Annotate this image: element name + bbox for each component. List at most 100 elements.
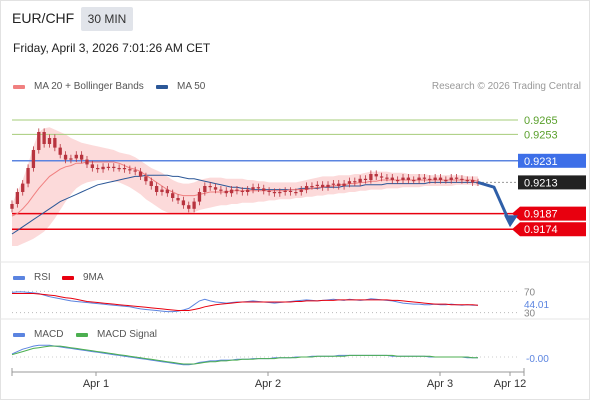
candle-body — [176, 198, 180, 201]
candle-body — [406, 177, 411, 180]
resistance-label: 0.9265 — [524, 115, 558, 127]
candle-body — [390, 177, 394, 180]
current-price-label: 0.9213 — [524, 177, 558, 189]
macd-swatch — [13, 332, 25, 337]
candle-body — [160, 189, 164, 192]
legend-macd-signal-label: MACD Signal — [97, 329, 158, 340]
support-label: 0.9174 — [524, 224, 558, 236]
candle-body — [347, 181, 352, 184]
resistance-label: 0.9253 — [524, 129, 558, 141]
candle-body — [53, 138, 57, 148]
candle-body — [428, 178, 432, 180]
legend-macd: MACD — [13, 329, 63, 340]
candle-body — [85, 159, 89, 165]
candle-body — [47, 138, 52, 144]
candle-body — [31, 150, 36, 168]
candle-body — [112, 166, 116, 168]
candle-body — [449, 177, 453, 180]
macd-line — [11, 344, 478, 366]
candle-body — [412, 180, 416, 182]
candle-body — [74, 154, 78, 159]
timeframe-badge[interactable]: 30 MIN — [81, 7, 133, 31]
x-tick-label: Apr 2 — [255, 378, 281, 390]
candle-body — [203, 186, 207, 192]
timestamp: Friday, April 3, 2026 7:01:26 AM CET — [13, 41, 211, 55]
candle-body — [379, 176, 384, 178]
candle-body — [395, 180, 400, 182]
pivot-label: 0.9231 — [524, 156, 558, 168]
candle-body — [213, 187, 218, 190]
legend-rsi-ma: 9MA — [62, 272, 104, 283]
candle-body — [246, 189, 250, 192]
legend-ma20: MA 20 + Bollinger Bands — [13, 81, 144, 92]
bollinger-band — [12, 127, 478, 246]
candle-body — [90, 164, 95, 168]
candle-body — [37, 132, 41, 150]
support-label: 0.9187 — [524, 209, 558, 221]
forecast-arrowhead — [504, 215, 518, 228]
candle-body — [122, 168, 127, 170]
candle-body — [21, 183, 25, 192]
candle-body — [117, 168, 121, 170]
candle-body — [101, 166, 105, 170]
candle-body — [219, 189, 223, 191]
candle-body — [401, 177, 405, 180]
candle-body — [133, 170, 137, 172]
candle-body — [267, 190, 271, 192]
candle-body — [79, 154, 84, 160]
candle-body — [315, 184, 319, 186]
pivot-tag — [518, 153, 586, 168]
candle-body — [299, 189, 303, 192]
candle-body — [454, 177, 459, 179]
candle-body — [165, 189, 169, 194]
candle-body — [272, 192, 277, 194]
candle-body — [128, 169, 132, 171]
ma50-swatch — [156, 84, 168, 89]
candle-body — [304, 186, 309, 190]
candle-body — [181, 200, 186, 206]
candle-body — [422, 177, 427, 179]
candle-body — [96, 168, 100, 170]
candle-body — [229, 189, 234, 194]
candle-body — [224, 190, 228, 194]
candle-body — [321, 184, 325, 188]
candle-body — [192, 201, 196, 209]
legend-macd-signal: MACD Signal — [76, 329, 157, 340]
candle-body — [10, 204, 14, 209]
candle-body — [278, 192, 282, 194]
ma50-line — [11, 174, 478, 235]
rsi-level-label: 30 — [524, 309, 536, 320]
candle-body — [288, 190, 293, 192]
candle-body — [208, 186, 212, 188]
rsi-ma-swatch — [62, 275, 74, 280]
candle-body — [26, 168, 30, 184]
candle-body — [310, 186, 314, 188]
legend-ma20-label: MA 20 + Bollinger Bands — [34, 81, 144, 92]
candle-body — [187, 205, 191, 209]
candle-body — [417, 177, 421, 180]
x-tick-label: Apr 3 — [427, 378, 453, 390]
legend-rsi: RSI — [13, 272, 51, 283]
candle-body — [444, 180, 448, 182]
candle-body — [171, 193, 175, 198]
x-tick-label: Apr 12 — [494, 378, 526, 390]
ma20-line — [11, 161, 479, 217]
candle-body — [460, 178, 464, 180]
candle-body — [154, 186, 159, 192]
rsi-value-label: 44.01 — [524, 300, 549, 311]
candle-body — [149, 181, 153, 186]
legend-rsi-label: RSI — [34, 272, 51, 283]
candle-body — [294, 192, 298, 194]
candle-body — [353, 181, 357, 183]
candle-body — [235, 189, 239, 191]
x-tick-label: Apr 1 — [83, 378, 109, 390]
rsi-level-label: 70 — [524, 287, 536, 298]
candle-body — [197, 192, 202, 202]
legend-macd-label: MACD — [34, 329, 64, 340]
support-tag — [512, 206, 586, 221]
candle-body — [58, 147, 62, 155]
symbol-title: EUR/CHF — [12, 10, 75, 26]
macd-signal-line — [11, 345, 478, 365]
candle-body — [369, 174, 373, 180]
